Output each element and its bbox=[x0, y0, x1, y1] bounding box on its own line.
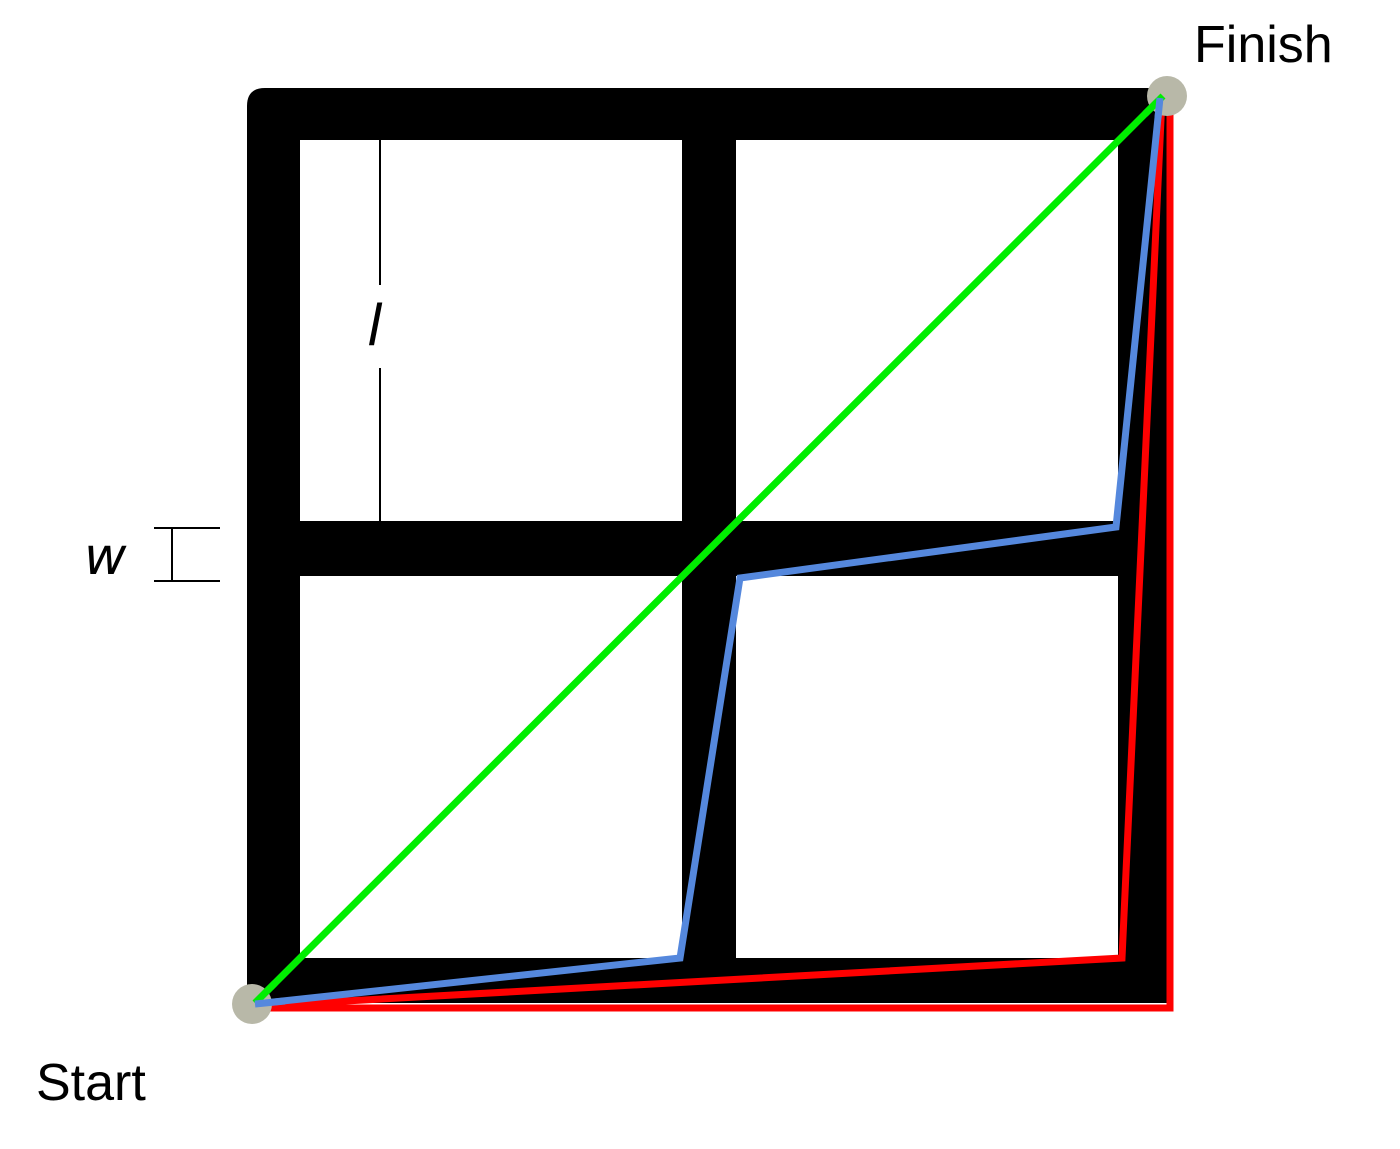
edge-path bbox=[254, 96, 1174, 1012]
width-label: w bbox=[84, 527, 127, 587]
length-label: l bbox=[367, 294, 383, 359]
edge-path-outer bbox=[255, 96, 1174, 1012]
length-dimension: l bbox=[367, 140, 383, 521]
edge-path-inner bbox=[254, 97, 1166, 1010]
direct-path-tip-start bbox=[252, 980, 278, 1006]
grid-structure bbox=[247, 88, 1167, 1003]
direct-path bbox=[252, 93, 1166, 1006]
start-label: Start bbox=[36, 1054, 146, 1112]
width-dimension: w bbox=[84, 527, 220, 587]
middle-path bbox=[254, 97, 1164, 1008]
middle-path-tip-start bbox=[254, 997, 286, 1008]
path-tips bbox=[252, 93, 1166, 1008]
grid-frame bbox=[247, 88, 1167, 1003]
finish-label: Finish bbox=[1194, 16, 1333, 74]
middle-path-tip-finish bbox=[1154, 97, 1164, 119]
